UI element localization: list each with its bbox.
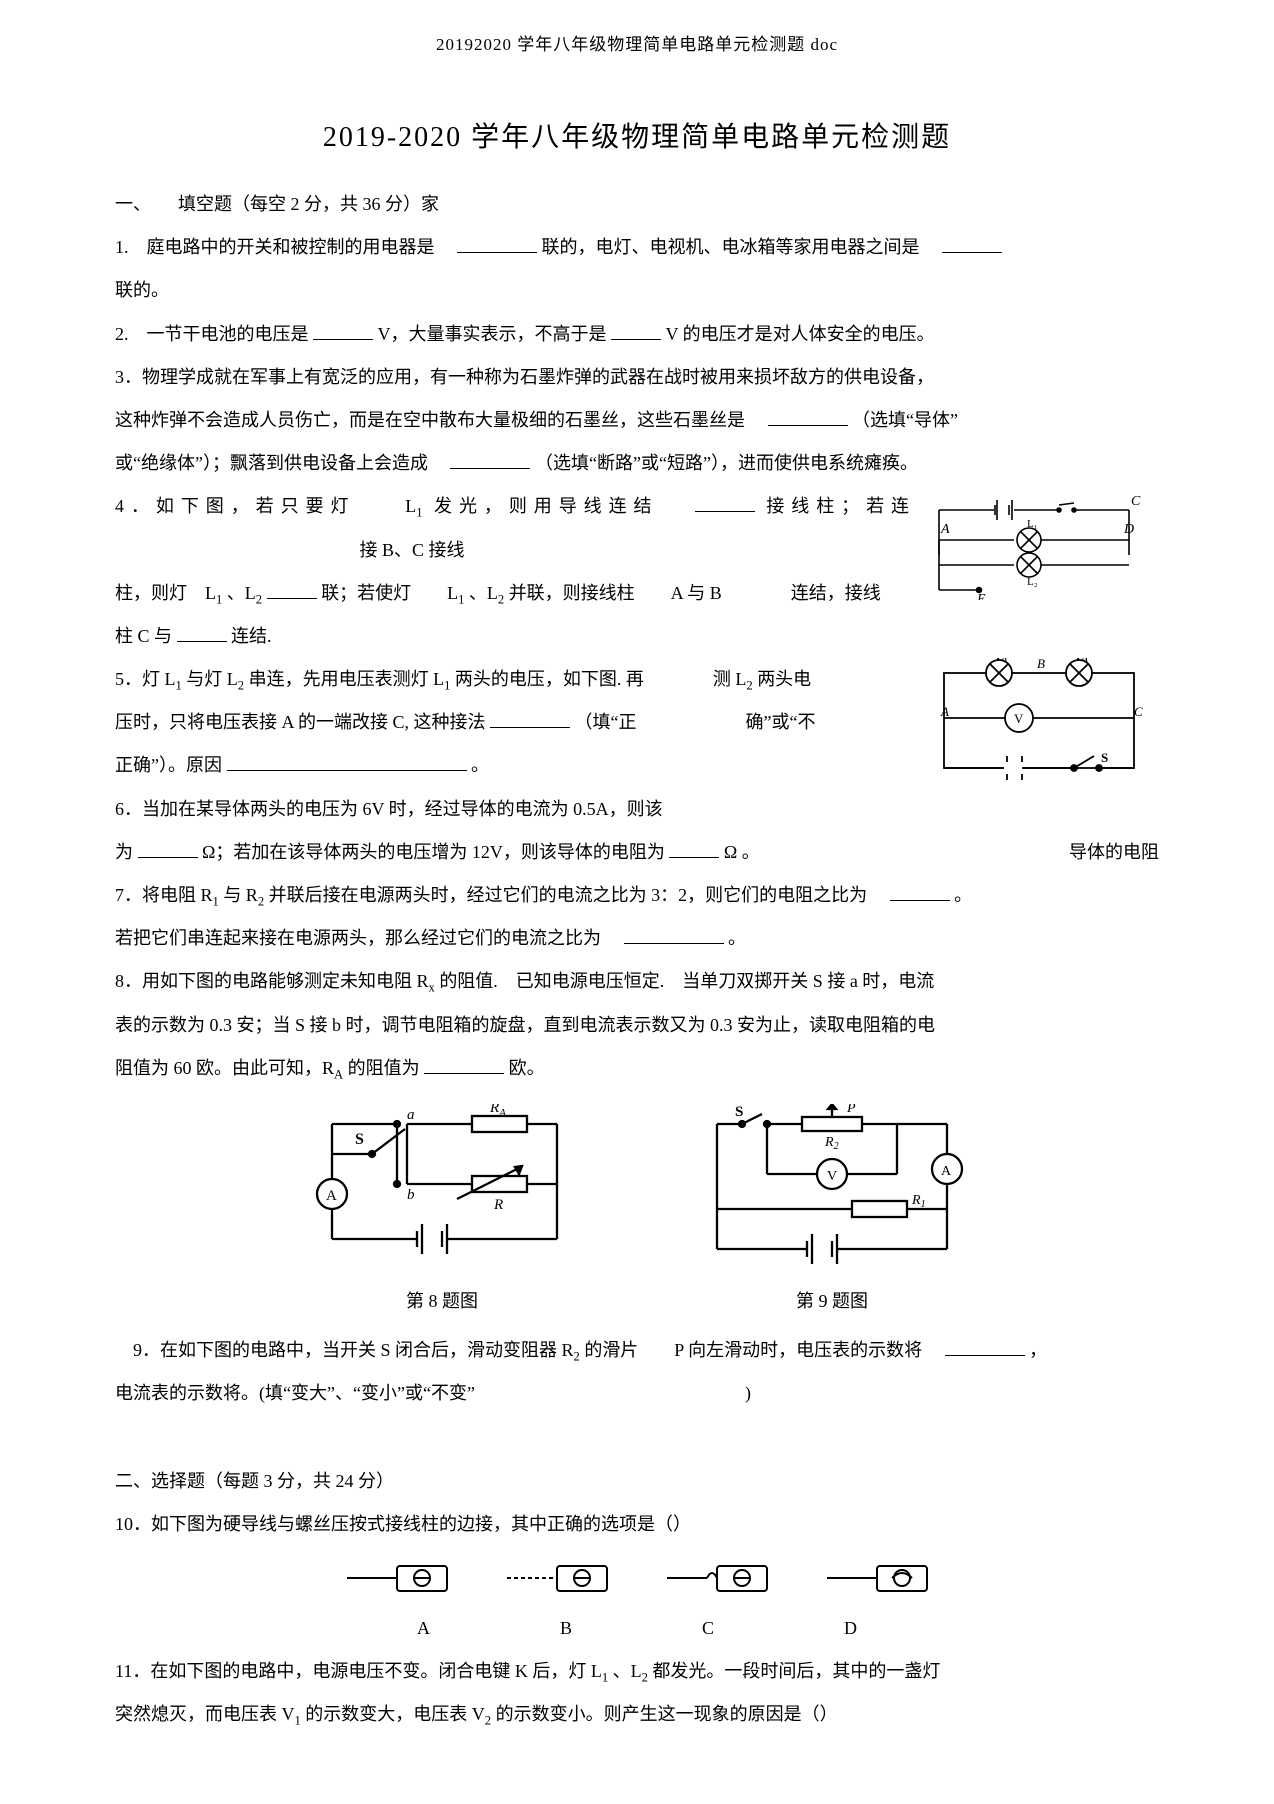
svg-text:C: C <box>1134 704 1143 719</box>
page-title: 2019-2020 学年八年级物理简单电路单元检测题 <box>115 115 1159 155</box>
q1-blank2 <box>942 234 1002 253</box>
circuit-q5: L₁ B L₄ A C V S <box>919 658 1159 788</box>
q3-l3: 或“绝缘体”）；飘落到供电设备上会造成 （选填“断路”或“短路”），进而使供电系… <box>115 442 1159 485</box>
svg-text:a: a <box>407 1107 415 1123</box>
q10-options <box>115 1556 1159 1601</box>
q3-l2: 这种炸弹不会造成人员伤亡，而是在空中散布大量极细的石墨丝，这些石墨丝是 （选填“… <box>115 399 1159 442</box>
q11-l2: 突然熄灭，而电压表 V1 的示数变大，电压表 V2 的示数变小。则产生这一现象的… <box>115 1693 1159 1736</box>
option-C-icon <box>662 1556 772 1601</box>
q2: 2. 一节干电池的电压是 V，大量事实表示，不高于是 V 的电压才是对人体安全的… <box>115 313 1159 356</box>
svg-text:R1: R1 <box>911 1193 926 1210</box>
svg-text:D: D <box>1123 522 1134 537</box>
svg-text:L₁: L₁ <box>1027 518 1038 530</box>
svg-text:S: S <box>355 1131 364 1148</box>
q8-l3: 阻值为 60 欧。由此可知，RA 的阻值为 欧。 <box>115 1047 1159 1090</box>
q1: 1. 庭电路中的开关和被控制的用电器是 联的，电灯、电视机、电冰箱等家用电器之间… <box>115 226 1159 269</box>
option-B-icon <box>502 1556 612 1601</box>
q6-l1: 6．当加在某导体两头的电压为 6V 时，经过导体的电流为 0.5A，则该 <box>115 788 1159 831</box>
svg-text:C: C <box>1131 494 1141 509</box>
svg-text:E: E <box>976 592 986 600</box>
svg-text:R2: R2 <box>824 1135 839 1152</box>
svg-text:b: b <box>407 1187 415 1203</box>
q6-l2: 为 Ω；若加在该导体两头的电压增为 12V，则该导体的电阻为 Ω 。 导体的电阻 <box>115 831 1159 874</box>
q1-b: 联的，电灯、电视机、电冰箱等家用电器之间是 <box>542 237 920 257</box>
svg-text:V: V <box>827 1169 837 1184</box>
section2-heading: 二、选择题（每题 3 分，共 24 分） <box>115 1460 1159 1503</box>
option-D-icon <box>822 1556 932 1601</box>
q1-line2: 联的。 <box>115 269 1159 312</box>
q1-blank1 <box>457 234 537 253</box>
q3-l1: 3．物理学成就在军事上有宽泛的应用，有一种称为石墨炸弹的武器在战时被用来损坏敌方… <box>115 356 1159 399</box>
q10: 10．如下图为硬导线与螺丝压按式接线柱的边接，其中正确的选项是（） <box>115 1503 1159 1546</box>
svg-text:R: R <box>493 1197 503 1213</box>
q7-l2: 若把它们串连起来接在电源两头，那么经过它们的电流之比为 。 <box>115 917 1159 960</box>
figure-row: S a b RA R A 第 8 题图 <box>115 1104 1159 1323</box>
svg-text:V: V <box>1014 711 1024 726</box>
fig8: S a b RA R A 第 8 题图 <box>297 1104 587 1323</box>
svg-text:A: A <box>941 1164 952 1179</box>
q9-l1: 9．在如下图的电路中，当开关 S 闭合后，滑动变阻器 R2 的滑片 P 向左滑动… <box>115 1329 1159 1372</box>
page-header: 20192020 学年八年级物理简单电路单元检测题 doc <box>115 30 1159 55</box>
q1-a: 1. 庭电路中的开关和被控制的用电器是 <box>115 237 453 257</box>
svg-text:S: S <box>735 1104 743 1120</box>
svg-text:A: A <box>940 522 950 537</box>
svg-text:A: A <box>940 704 949 719</box>
svg-text:L₁: L₁ <box>996 658 1008 663</box>
question-body: 一、 填空题（每空 2 分，共 36 分）家 1. 庭电路中的开关和被控制的用电… <box>115 183 1159 1736</box>
svg-text:P: P <box>846 1104 856 1116</box>
svg-text:A: A <box>326 1188 337 1204</box>
svg-text:L₂: L₂ <box>1027 576 1038 588</box>
svg-text:S: S <box>1101 750 1108 765</box>
svg-text:L₄: L₄ <box>1076 658 1088 663</box>
section1-heading: 一、 填空题（每空 2 分，共 36 分）家 <box>115 183 1159 226</box>
fig9: S P R2 V A R1 第 9 题图 <box>687 1104 977 1323</box>
q11-l1: 11．在如下图的电路中，电源电压不变。闭合电键 K 后，灯 L1 、L2 都发光… <box>115 1650 1159 1693</box>
q4-l3: 柱 C 与 连结. <box>115 615 1159 658</box>
q9-l2: 电流表的示数将。(填“变大”、“变小”或“不变” ) <box>115 1372 1159 1415</box>
svg-text:B: B <box>1037 658 1045 671</box>
option-A-icon <box>342 1556 452 1601</box>
q10-labels: A B C D <box>115 1607 1159 1650</box>
q8-l1: 8．用如下图的电路能够测定未知电阻 Rx 的阻值. 已知电源电压恒定. 当单刀双… <box>115 960 1159 1003</box>
circuit-q4: A D C L₁ L₂ E <box>919 485 1159 600</box>
q7-l1: 7．将电阻 R1 与 R2 并联后接在电源两头时，经过它们的电流之比为 3：2，… <box>115 874 1159 917</box>
q8-l2: 表的示数为 0.3 安；当 S 接 b 时，调节电阻箱的旋盘，直到电流表示数又为… <box>115 1004 1159 1047</box>
